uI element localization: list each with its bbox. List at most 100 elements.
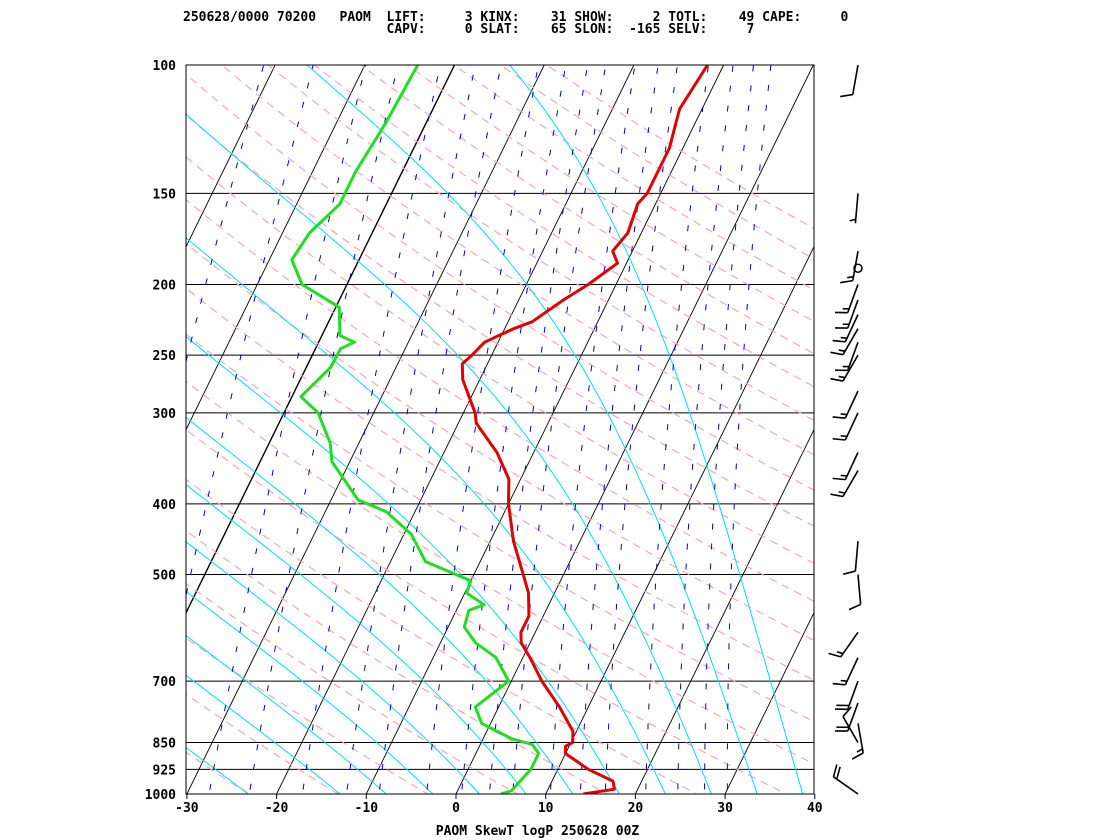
- wind-barb: [832, 314, 859, 343]
- temp-tick-label-40: 40: [807, 801, 823, 816]
- isotherm--90: [0, 65, 6, 794]
- pressure-label-500: 500: [153, 569, 177, 584]
- barb-feather: [832, 339, 846, 343]
- barb-feather: [840, 336, 848, 339]
- barb-staff: [846, 680, 859, 710]
- wind-barb: [832, 390, 859, 419]
- mixing-ratio-6: [512, 65, 607, 794]
- mixing-ratio-2: [378, 65, 502, 794]
- wind-barb: [835, 299, 859, 329]
- dry-adiabat-250: [186, 751, 250, 794]
- barb-staff: [844, 390, 859, 419]
- plot-area: [0, 65, 1120, 794]
- header-line-2: CAPV: 0 SLAT: 65 SLON: -165 SELV: 7: [183, 22, 755, 37]
- mixing-ratio-0.1: [186, 65, 265, 364]
- barb-feather: [832, 682, 846, 686]
- wind-barb: [853, 263, 863, 273]
- wind-barb: [828, 631, 859, 658]
- dry-adiabat-270: [186, 637, 429, 794]
- calm-circle: [853, 263, 863, 273]
- temp-tick-label-10: 10: [538, 801, 554, 816]
- wind-barb: [842, 541, 859, 575]
- dry-adiabat-430: [360, 65, 814, 355]
- barb-staff: [846, 284, 859, 313]
- dry-adiabat-340: [186, 287, 814, 682]
- temp-tick-label--20: -20: [265, 801, 289, 816]
- pressure-label-925: 925: [153, 763, 176, 778]
- barb-feather: [847, 275, 854, 279]
- pressure-label-150: 150: [153, 187, 177, 202]
- barb-feather: [842, 570, 856, 575]
- wind-barb: [840, 250, 859, 284]
- barb-staff: [842, 716, 859, 743]
- mixing-ratio-28: [726, 65, 772, 794]
- moist-adiabat-35: [306, 65, 758, 794]
- isotherm-60: [994, 65, 1120, 794]
- dry-adiabat-280: [186, 582, 519, 794]
- barb-feather: [838, 349, 846, 353]
- isotherm--20: [276, 65, 635, 794]
- mixing-ratio-0.6: [248, 65, 399, 794]
- temp-tick-label-0: 0: [452, 801, 460, 816]
- moist-adiabat--10: [186, 674, 341, 794]
- isotherm-30: [724, 611, 814, 794]
- wind-barb: [832, 452, 859, 481]
- mixing-ratio-24: [703, 65, 754, 794]
- wind-barb: [835, 284, 859, 314]
- wind-barb: [842, 706, 859, 743]
- moist-adiabat-5: [186, 541, 481, 794]
- barb-staff: [844, 657, 859, 686]
- moist-adiabat-30: [186, 113, 712, 794]
- moist-adiabat--5: [186, 634, 388, 794]
- pressure-label-250: 250: [153, 349, 177, 364]
- isotherm--10: [365, 65, 725, 794]
- wind-barb: [830, 354, 859, 382]
- wind-barb: [830, 328, 859, 356]
- pressure-label-400: 400: [153, 498, 177, 513]
- barb-feather: [840, 93, 853, 98]
- mixing-ratio-12: [604, 65, 678, 794]
- barb-staff: [846, 341, 859, 371]
- isotherm-10: [545, 245, 814, 794]
- chart-title: PAOM SkewT logP 250628 00Z: [435, 824, 640, 839]
- isotherm-50: [905, 65, 1120, 794]
- moist-adiabat-25: [186, 237, 666, 794]
- barb-feather: [832, 477, 846, 481]
- barb-staff: [832, 776, 859, 795]
- barb-staff: [854, 541, 859, 572]
- isotherm--80: [0, 65, 96, 794]
- moist-adiabat--20: [186, 746, 250, 794]
- dry-adiabat-370: [186, 156, 814, 564]
- wind-barb: [848, 574, 862, 611]
- pressure-label-850: 850: [153, 737, 177, 752]
- dry-adiabat-330: [186, 333, 814, 723]
- mixing-ratio-10: [579, 65, 659, 794]
- barb-feather: [840, 413, 848, 416]
- dry-adiabat-260: [186, 693, 340, 794]
- header-line-1: 250628/0000 70200 PAOM LIFT: 3 KINX: 31 …: [183, 10, 849, 25]
- mixing-ratio-16: [645, 65, 709, 794]
- mixing-ratio-3: [425, 65, 539, 794]
- barb-staff: [842, 354, 859, 382]
- footer: PAOM SkewT logP 250628 00Z: [0, 820, 1120, 839]
- wind-barb: [835, 680, 859, 711]
- barb-feather: [836, 651, 844, 655]
- barb-staff: [840, 631, 859, 658]
- temp-tick-label--10: -10: [355, 801, 379, 816]
- mixing-ratio-8: [549, 65, 636, 794]
- barb-feather: [838, 375, 846, 379]
- pressure-label-100: 100: [153, 59, 177, 74]
- wind-barb: [832, 764, 859, 795]
- barb-feather: [835, 766, 841, 780]
- isotherm--30: [186, 65, 545, 794]
- dry-adiabat-360: [186, 198, 814, 602]
- dry-adiabat-440: [407, 65, 814, 323]
- barb-feather: [830, 351, 844, 356]
- mixing-ratio-0.4: [208, 65, 367, 794]
- barb-staff: [857, 574, 862, 605]
- barb-staff: [842, 328, 859, 356]
- dry-adiabat-400: [221, 65, 814, 456]
- barb-feather: [840, 434, 848, 438]
- wind-barb: [832, 412, 859, 441]
